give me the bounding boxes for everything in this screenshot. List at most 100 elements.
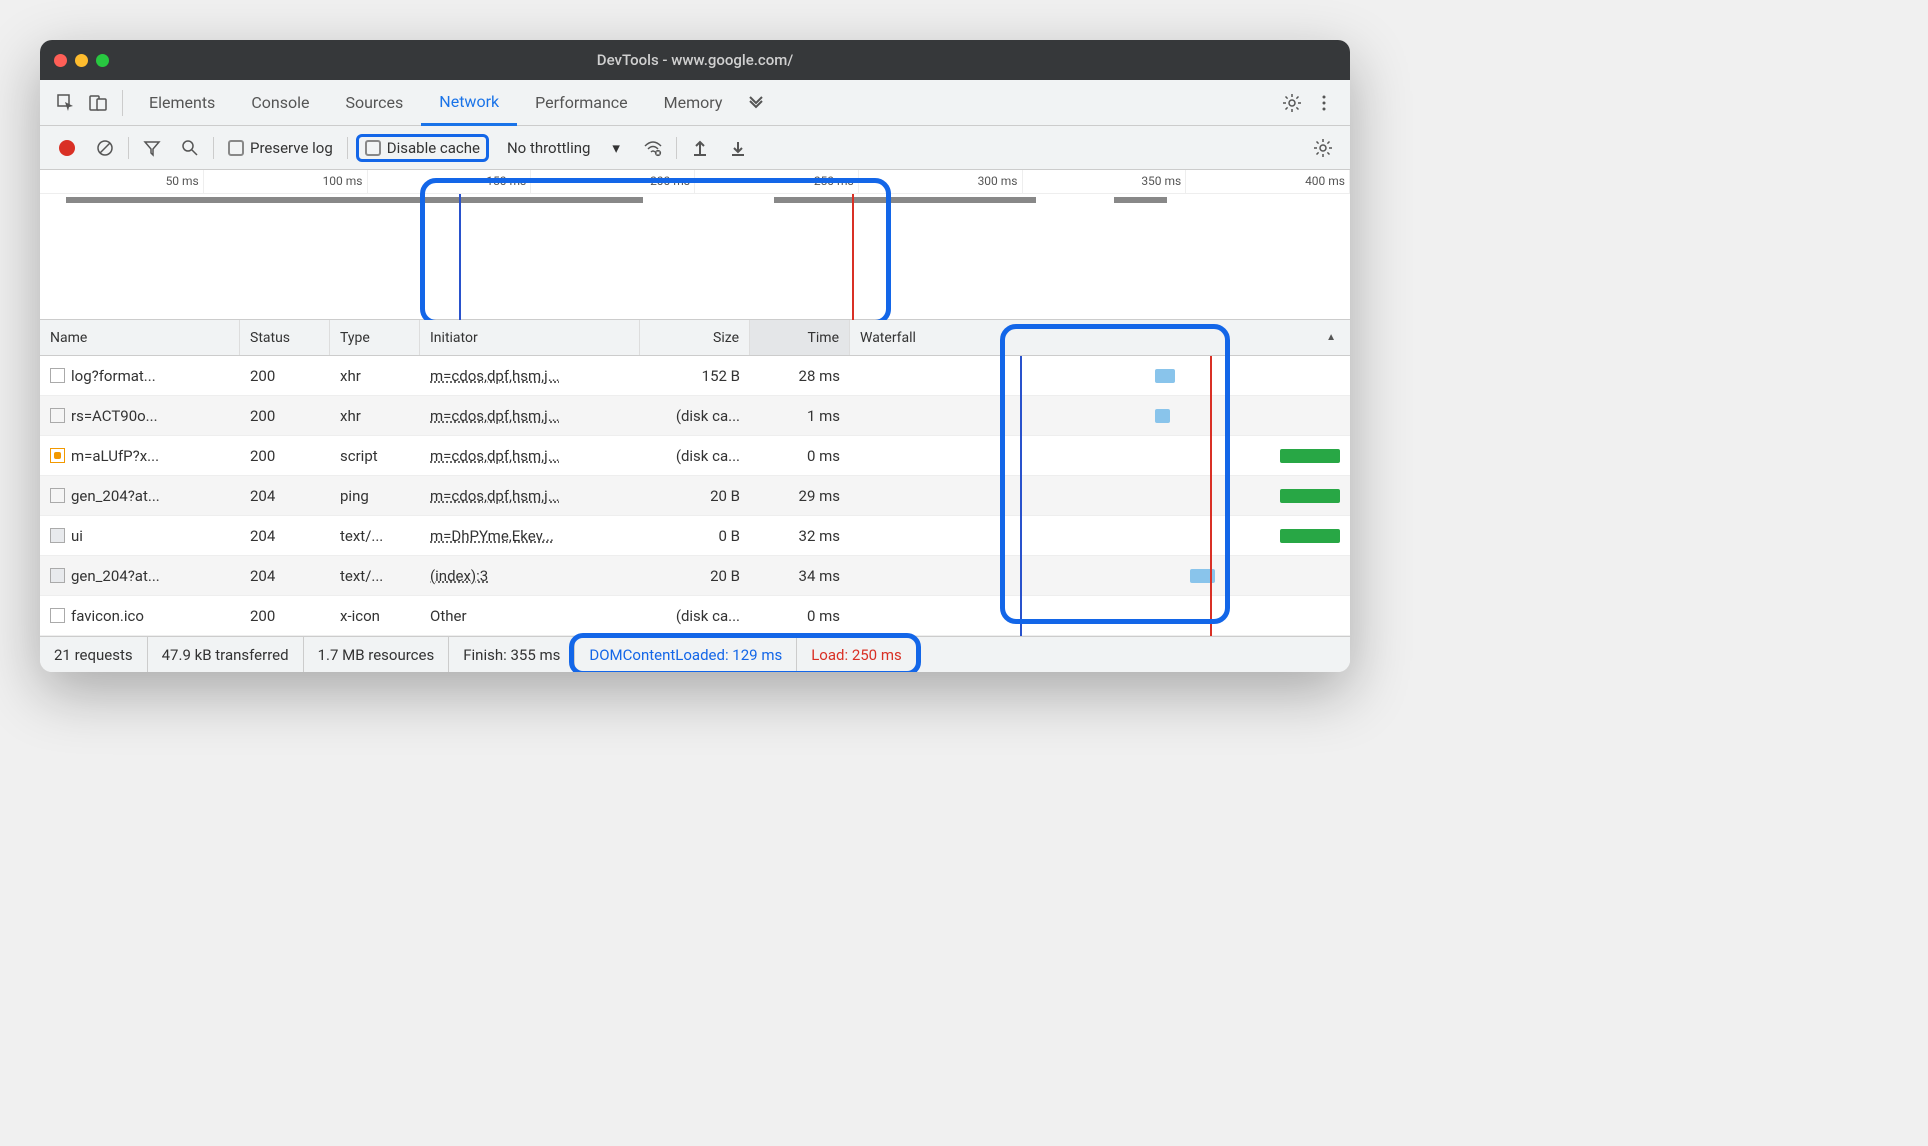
col-name[interactable]: Name [40, 320, 240, 355]
cell-type: text/... [330, 567, 420, 585]
cell-initiator[interactable]: m=cdos,dpf,hsm,j... [420, 367, 640, 385]
tab-console[interactable]: Console [233, 80, 327, 126]
waterfall-bar [1155, 409, 1170, 423]
request-name: favicon.ico [71, 607, 144, 625]
clear-icon[interactable] [90, 133, 120, 163]
cell-size: (disk ca... [640, 407, 750, 425]
status-resources: 1.7 MB resources [304, 637, 450, 672]
close-button[interactable] [54, 54, 67, 67]
request-name: rs=ACT90o... [71, 407, 158, 425]
inspect-icon[interactable] [50, 87, 82, 119]
minimize-button[interactable] [75, 54, 88, 67]
request-name: ui [71, 527, 83, 545]
request-name: m=aLUfP?x... [71, 447, 159, 465]
maximize-button[interactable] [96, 54, 109, 67]
throttling-label: No throttling [507, 139, 590, 157]
cell-type: script [330, 447, 420, 465]
filter-icon[interactable] [137, 133, 167, 163]
cell-initiator[interactable]: (index):3 [420, 567, 640, 585]
settings-icon[interactable] [1276, 87, 1308, 119]
waterfall-cell [850, 556, 1350, 596]
kebab-menu-icon[interactable] [1308, 87, 1340, 119]
search-icon[interactable] [175, 133, 205, 163]
file-icon [50, 448, 65, 463]
network-settings-icon[interactable] [1308, 133, 1338, 163]
disable-cache-checkbox[interactable]: Disable cache [356, 134, 489, 162]
cell-status: 204 [240, 487, 330, 505]
cell-time: 28 ms [750, 367, 850, 385]
file-icon [50, 568, 65, 583]
separator [122, 90, 123, 116]
tab-memory[interactable]: Memory [646, 80, 741, 126]
cell-size: (disk ca... [640, 607, 750, 625]
export-har-icon[interactable] [723, 133, 753, 163]
table-row[interactable]: ui204text/...m=DhPYme,Ekev...0 B32 ms [40, 516, 1350, 556]
cell-initiator[interactable]: m=DhPYme,Ekev... [420, 527, 640, 545]
cell-type: xhr [330, 407, 420, 425]
waterfall-cell [850, 476, 1350, 516]
cell-type: x-icon [330, 607, 420, 625]
tab-sources[interactable]: Sources [327, 80, 421, 126]
ruler-tick: 50 ms [40, 170, 204, 193]
overview-timeline[interactable]: 50 ms100 ms150 ms200 ms250 ms300 ms350 m… [40, 170, 1350, 320]
table-row[interactable]: rs=ACT90o...200xhrm=cdos,dpf,hsm,j...(di… [40, 396, 1350, 436]
cell-size: 20 B [640, 567, 750, 585]
throttling-select[interactable]: No throttling ▾ [497, 139, 630, 157]
cell-initiator[interactable]: m=cdos,dpf,hsm,j... [420, 447, 640, 465]
col-time[interactable]: Time [750, 320, 850, 355]
file-icon [50, 528, 65, 543]
waterfall-bar [1280, 529, 1340, 543]
waterfall-cell [850, 356, 1350, 396]
sort-arrow-icon: ▲ [1326, 332, 1336, 343]
preserve-log-checkbox[interactable]: Preserve log [222, 137, 339, 159]
tab-network[interactable]: Network [421, 80, 517, 126]
network-conditions-icon[interactable] [638, 133, 668, 163]
cell-time: 34 ms [750, 567, 850, 585]
network-toolbar: Preserve log Disable cache No throttling… [40, 126, 1350, 170]
cell-size: 20 B [640, 487, 750, 505]
cell-initiator[interactable]: Other [420, 607, 640, 625]
col-waterfall[interactable]: Waterfall ▲ [850, 320, 1350, 355]
table-body: log?format...200xhrm=cdos,dpf,hsm,j...15… [40, 356, 1350, 636]
cell-size: (disk ca... [640, 447, 750, 465]
tab-elements[interactable]: Elements [131, 80, 233, 126]
ruler-tick: 150 ms [368, 170, 532, 193]
device-toggle-icon[interactable] [82, 87, 114, 119]
file-icon [50, 488, 65, 503]
separator [213, 137, 214, 159]
devtools-window: DevTools - www.google.com/ ElementsConso… [40, 40, 1350, 672]
preserve-log-label: Preserve log [250, 139, 333, 157]
separator [128, 137, 129, 159]
tab-performance[interactable]: Performance [517, 80, 646, 126]
table-header: Name Status Type Initiator Size Time Wat… [40, 320, 1350, 356]
file-icon [50, 368, 65, 383]
status-transferred: 47.9 kB transferred [148, 637, 304, 672]
import-har-icon[interactable] [685, 133, 715, 163]
col-status[interactable]: Status [240, 320, 330, 355]
table-row[interactable]: favicon.ico200x-iconOther(disk ca...0 ms [40, 596, 1350, 636]
col-type[interactable]: Type [330, 320, 420, 355]
table-row[interactable]: gen_204?at...204pingm=cdos,dpf,hsm,j...2… [40, 476, 1350, 516]
waterfall-bar [1280, 449, 1340, 463]
cell-time: 0 ms [750, 447, 850, 465]
table-row[interactable]: gen_204?at...204text/...(index):320 B34 … [40, 556, 1350, 596]
status-finish: Finish: 355 ms [449, 637, 575, 672]
cell-initiator[interactable]: m=cdos,dpf,hsm,j... [420, 487, 640, 505]
col-size[interactable]: Size [640, 320, 750, 355]
table-row[interactable]: log?format...200xhrm=cdos,dpf,hsm,j...15… [40, 356, 1350, 396]
separator [347, 137, 348, 159]
cell-size: 152 B [640, 367, 750, 385]
col-initiator[interactable]: Initiator [420, 320, 640, 355]
titlebar: DevTools - www.google.com/ [40, 40, 1350, 80]
record-button[interactable] [52, 133, 82, 163]
status-requests: 21 requests [40, 637, 148, 672]
cell-status: 200 [240, 447, 330, 465]
table-row[interactable]: m=aLUfP?x... 200scriptm=cdos,dpf,hsm,j...… [40, 436, 1350, 476]
overview-ruler: 50 ms100 ms150 ms200 ms250 ms300 ms350 m… [40, 170, 1350, 194]
separator [676, 137, 677, 159]
cell-time: 32 ms [750, 527, 850, 545]
request-name: gen_204?at... [71, 567, 160, 585]
ruler-tick: 200 ms [531, 170, 695, 193]
more-tabs-icon[interactable] [740, 87, 772, 119]
cell-initiator[interactable]: m=cdos,dpf,hsm,j... [420, 407, 640, 425]
